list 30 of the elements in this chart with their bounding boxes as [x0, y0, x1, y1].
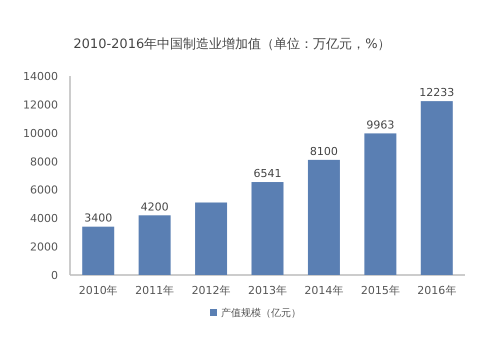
x-tick-label: 2016年 [417, 284, 456, 297]
y-tick-label: 2000 [30, 240, 58, 254]
data-label: 4200 [140, 200, 169, 214]
x-tick-label: 2014年 [304, 284, 344, 297]
legend-label: 产值规模（亿元） [221, 307, 301, 319]
y-tick-label: 8000 [30, 155, 58, 168]
y-tick-label: 0 [51, 269, 58, 282]
data-label: 12233 [419, 86, 454, 100]
x-tick-label: 2011年 [135, 284, 174, 297]
data-label: 6541 [254, 167, 282, 180]
chart-title: 2010-2016年中国制造业增加值（单位：万亿元，%） [73, 37, 391, 52]
y-tick-label: 14000 [23, 70, 58, 83]
bar [82, 226, 114, 275]
bar [138, 215, 171, 275]
x-tick-label: 2013年 [248, 284, 287, 297]
bar [252, 182, 284, 275]
y-tick-label: 4000 [30, 212, 58, 226]
y-tick-label: 10000 [23, 126, 58, 140]
y-tick-label: 12000 [23, 98, 58, 112]
data-label: 8100 [310, 144, 338, 158]
data-label: 9963 [366, 118, 394, 132]
x-tick-label: 2012年 [192, 284, 231, 297]
bar [420, 101, 453, 275]
bar [195, 202, 228, 275]
bar [308, 160, 340, 275]
x-tick-label: 2015年 [360, 284, 400, 297]
x-tick-label: 2010年 [78, 284, 118, 297]
bar [364, 133, 396, 275]
y-tick-label: 6000 [30, 184, 58, 197]
data-label: 3400 [84, 212, 112, 225]
